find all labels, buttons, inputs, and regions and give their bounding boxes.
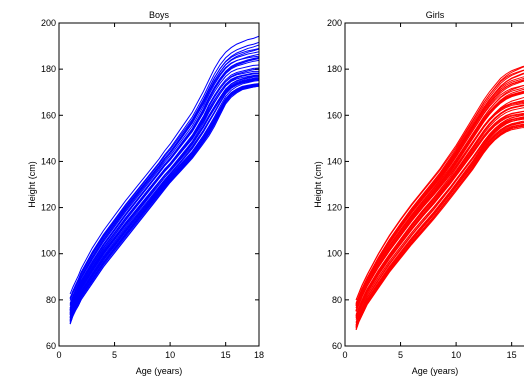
boys-y-tick-label: 140 xyxy=(41,156,56,166)
boys-height-curve xyxy=(69,44,259,304)
girls-height-curve xyxy=(355,118,524,326)
boys-y-axis-label: Height (cm) xyxy=(27,161,37,208)
girls-height-curve xyxy=(355,105,524,316)
boys-height-curve xyxy=(69,77,259,320)
girls-height-curve xyxy=(355,114,524,324)
boys-x-tick-label: 10 xyxy=(165,350,175,360)
boys-y-tick-label: 200 xyxy=(41,18,56,28)
girls-y-axis-label: Height (cm) xyxy=(313,161,323,208)
boys-y-tick-label: 180 xyxy=(41,64,56,74)
boys-height-curve xyxy=(69,85,259,321)
boys-height-curve xyxy=(69,83,259,321)
girls-x-axis-label: Age (years) xyxy=(412,366,459,376)
boys-x-tick-label: 5 xyxy=(112,350,117,360)
boys-height-curve xyxy=(69,78,259,320)
boys-y-tick-label: 160 xyxy=(41,110,56,120)
girls-y-tick-label: 160 xyxy=(327,110,342,120)
boys-panel: Boys Age (years) Height (cm) 0 5 10 15 18 60 8… xyxy=(27,10,264,376)
girls-height-curve xyxy=(355,79,524,305)
boys-y-tick-label: 60 xyxy=(46,341,56,351)
girls-height-curve xyxy=(355,114,524,324)
boys-height-curve xyxy=(69,70,259,312)
girls-axes-frame xyxy=(344,22,524,347)
boys-height-curve xyxy=(69,76,259,315)
girls-x-tick-label: 5 xyxy=(398,350,403,360)
girls-height-curve xyxy=(355,117,524,328)
girls-height-curve xyxy=(355,127,524,328)
boys-height-curve xyxy=(69,48,259,305)
girls-x-tick-label: 15 xyxy=(507,350,517,360)
boys-curves xyxy=(69,35,259,325)
boys-height-curve xyxy=(69,79,259,322)
boys-y-tick-label: 120 xyxy=(41,203,56,213)
boys-title: Boys xyxy=(149,10,170,20)
girls-y-tick-label: 200 xyxy=(327,18,342,28)
boys-height-curve xyxy=(69,72,259,313)
boys-y-tick-label: 80 xyxy=(46,295,56,305)
boys-height-curve xyxy=(69,75,259,318)
boys-x-axis-label: Age (years) xyxy=(136,366,183,376)
girls-y-tick-label: 120 xyxy=(327,203,342,213)
boys-height-curve xyxy=(69,84,259,323)
boys-y-tick-label: 100 xyxy=(41,249,56,259)
girls-height-curve xyxy=(355,113,524,318)
boys-axes-frame xyxy=(58,22,260,347)
girls-height-curve xyxy=(355,65,524,301)
girls-height-curve xyxy=(355,125,524,329)
girls-y-tick-label: 180 xyxy=(327,64,342,74)
girls-height-curve xyxy=(355,110,524,319)
girls-height-curve xyxy=(355,124,524,331)
boys-height-curve xyxy=(69,35,259,295)
girls-height-curve xyxy=(355,117,524,323)
girls-title: Girls xyxy=(426,10,445,20)
boys-height-curve xyxy=(69,78,259,314)
girls-height-curve xyxy=(355,120,524,327)
girls-height-curve xyxy=(355,116,524,327)
boys-x-tick-label: 15 xyxy=(221,350,231,360)
girls-height-curve xyxy=(355,91,524,311)
girls-height-curve xyxy=(355,66,524,304)
girls-x-tick-label: 0 xyxy=(342,350,347,360)
boys-height-curve xyxy=(69,84,259,322)
girls-height-curve xyxy=(355,121,524,326)
girls-panel: Girls Age (years) Height (cm) 0 5 10 15 60 80… xyxy=(313,10,524,376)
girls-height-curve xyxy=(355,118,524,320)
girls-height-curve xyxy=(355,99,524,315)
boys-height-curve xyxy=(69,76,259,315)
boys-x-tick-label: 18 xyxy=(254,350,264,360)
boys-height-curve xyxy=(69,83,259,319)
boys-height-curve xyxy=(69,41,259,299)
girls-y-tick-label: 80 xyxy=(332,295,342,305)
girls-height-curve xyxy=(355,125,524,330)
boys-height-curve xyxy=(69,79,259,315)
boys-height-curve xyxy=(69,83,259,320)
boys-height-curve xyxy=(69,85,259,318)
girls-height-curve xyxy=(355,123,524,327)
boys-height-curve xyxy=(69,53,259,307)
boys-height-curve xyxy=(69,85,259,325)
boys-height-curve xyxy=(69,68,259,314)
boys-height-curve xyxy=(69,56,259,309)
girls-y-tick-label: 60 xyxy=(332,341,342,351)
girls-x-tick-label: 10 xyxy=(451,350,461,360)
girls-height-curve xyxy=(355,112,524,317)
girls-height-curve xyxy=(355,125,524,326)
boys-height-curve xyxy=(69,84,259,325)
boys-height-curve xyxy=(69,79,259,318)
girls-height-curve xyxy=(355,110,524,317)
boys-height-curve xyxy=(69,74,259,311)
boys-height-curve xyxy=(69,77,259,315)
girls-height-curve xyxy=(355,122,524,328)
girls-y-tick-label: 140 xyxy=(327,156,342,166)
girls-height-curve xyxy=(355,116,524,320)
boys-x-tick-label: 0 xyxy=(56,350,61,360)
girls-height-curve xyxy=(355,107,524,318)
girls-y-tick-label: 100 xyxy=(327,249,342,259)
girls-height-curve xyxy=(355,125,524,331)
boys-height-curve xyxy=(69,72,259,317)
girls-curves xyxy=(355,65,524,331)
